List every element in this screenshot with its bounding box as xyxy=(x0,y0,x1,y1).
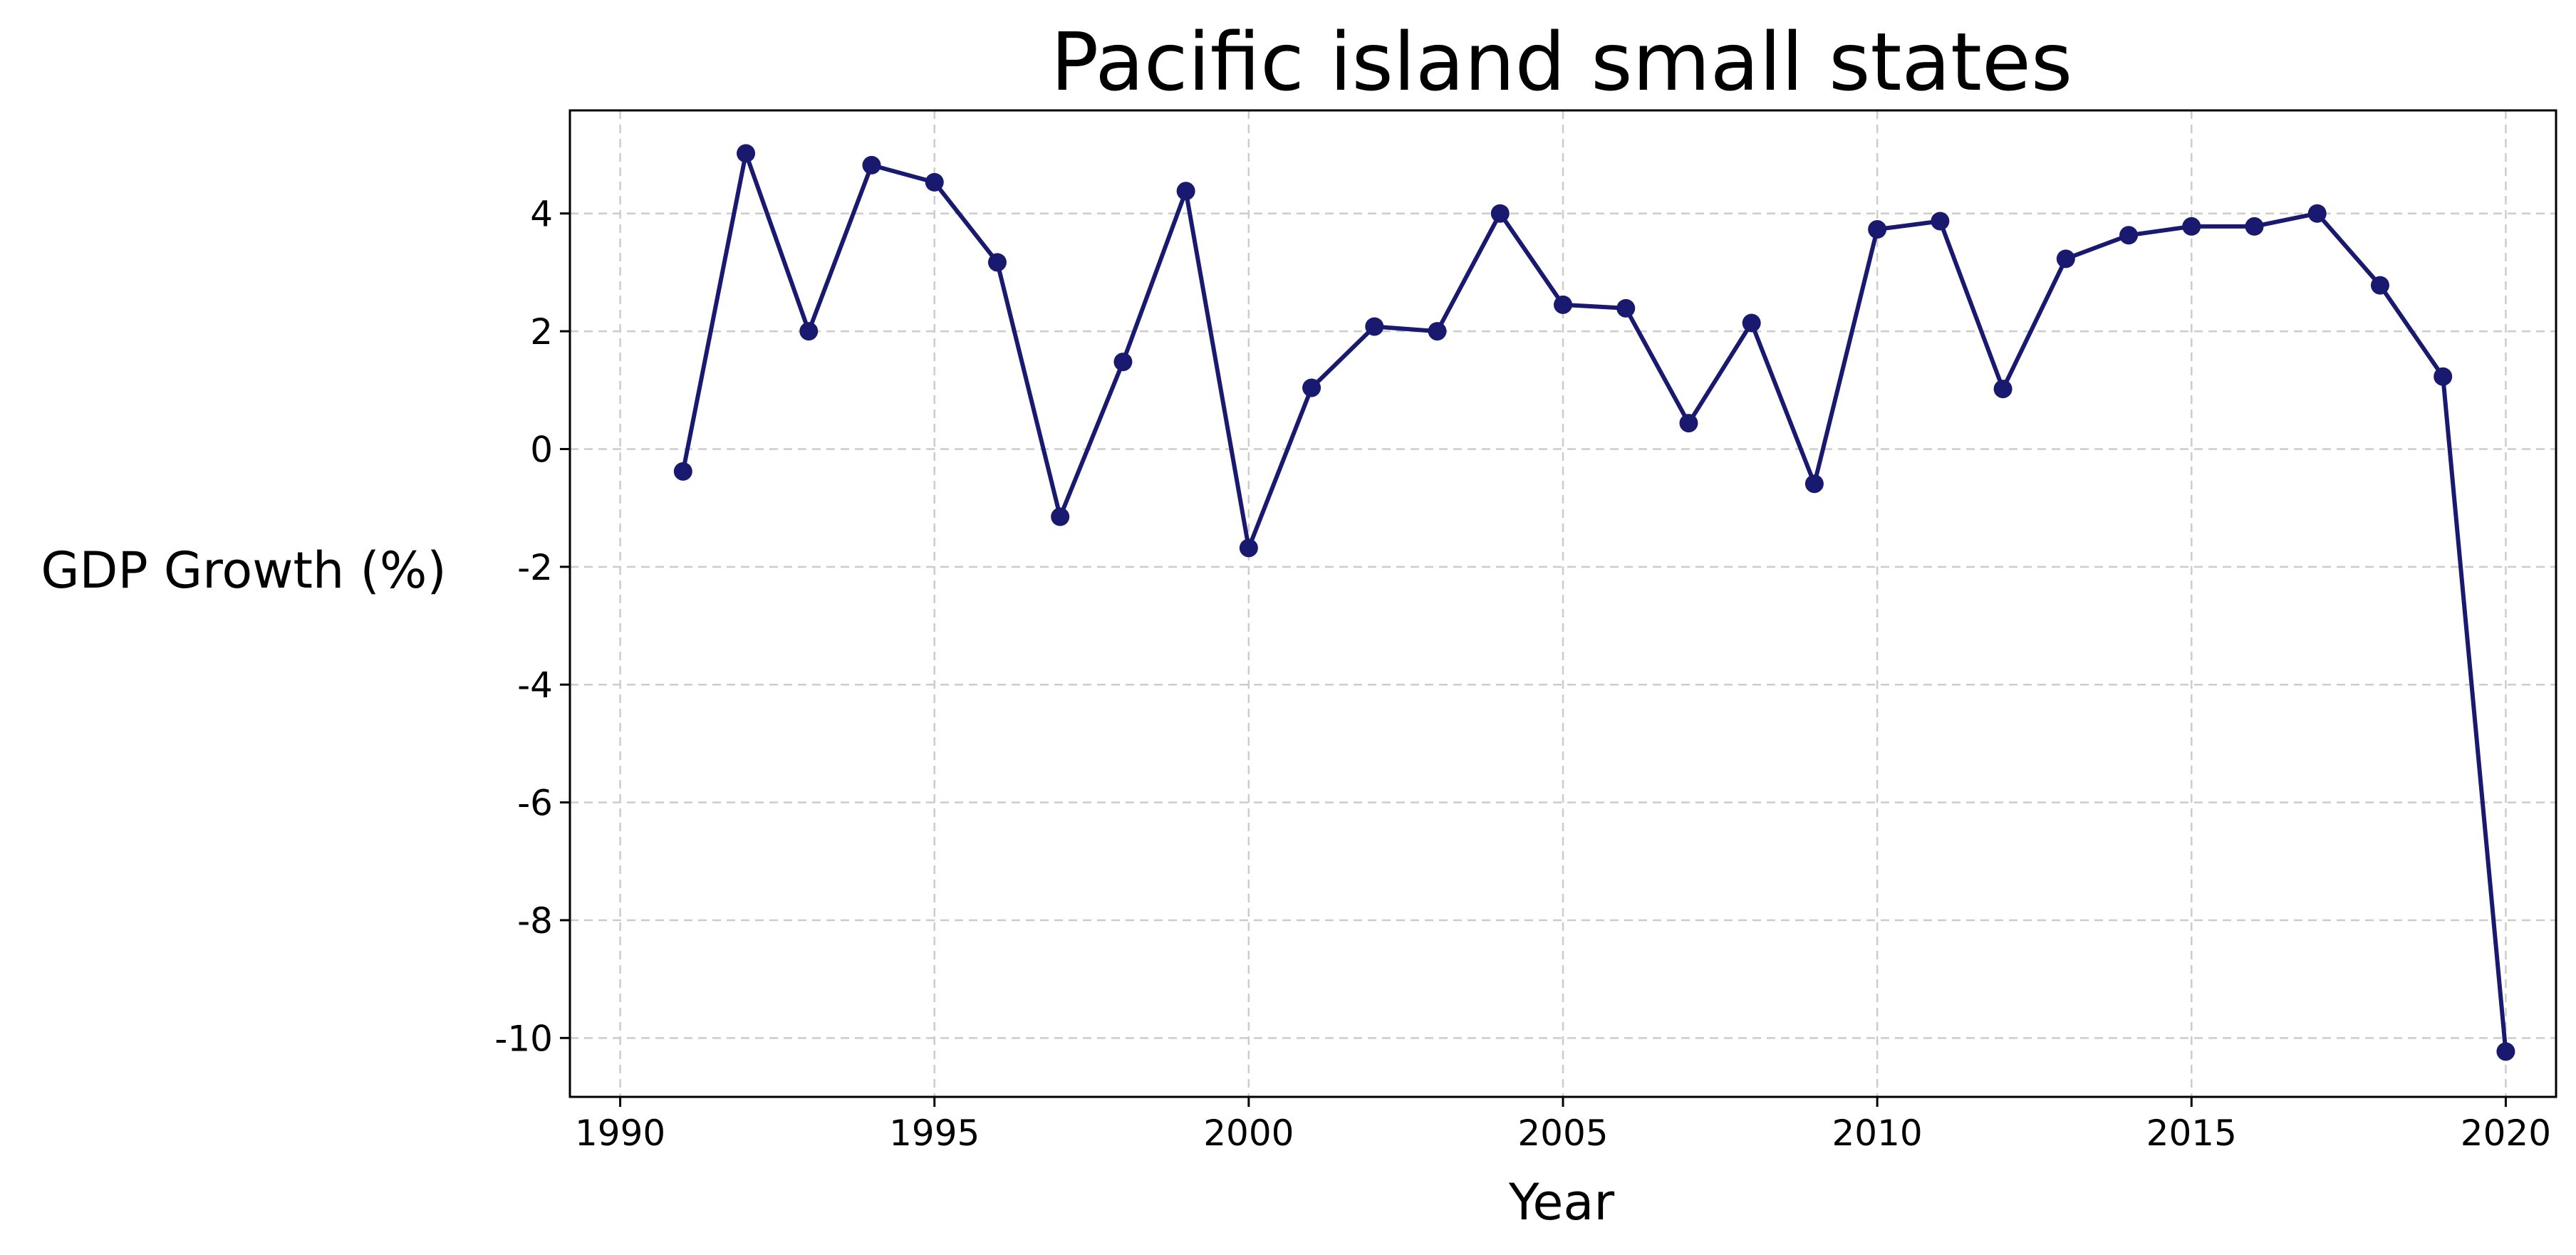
data-point xyxy=(1490,204,1510,223)
y-tick-label: -8 xyxy=(517,900,553,942)
y-tick-label: 0 xyxy=(530,429,553,470)
data-point xyxy=(673,462,692,481)
x-tick-label: 2005 xyxy=(1517,1113,1608,1154)
y-tick-label: -2 xyxy=(517,547,553,588)
x-tick-label: 1990 xyxy=(575,1113,665,1154)
data-point xyxy=(1804,474,1824,494)
chart-title: Pacific island small states xyxy=(1051,16,2072,109)
data-point xyxy=(2056,249,2075,269)
data-point xyxy=(737,144,756,163)
data-point xyxy=(1365,317,1384,336)
data-point xyxy=(1554,295,1572,314)
series-line xyxy=(680,151,2508,1052)
y-axis-label: GDP Growth (%) xyxy=(41,541,446,600)
data-point xyxy=(2245,217,2264,236)
gridlines xyxy=(570,110,2556,1097)
data-point xyxy=(1113,353,1133,372)
x-tick-label: 2015 xyxy=(2146,1113,2237,1154)
y-tick-label: -4 xyxy=(517,665,553,706)
x-tick-label: 2020 xyxy=(2461,1113,2551,1154)
data-point xyxy=(925,172,944,192)
data-point xyxy=(1176,182,1195,201)
data-point xyxy=(1868,220,1887,239)
series xyxy=(673,144,2515,1061)
data-point xyxy=(2182,217,2201,236)
data-point xyxy=(987,253,1007,272)
axis-ticks: 1990 1995 2000 2005 2010 2015 2020 4 2 0 -2 -4 -6 -8 -… xyxy=(494,194,2551,1154)
data-point xyxy=(2434,367,2453,386)
y-tick-label: 2 xyxy=(530,311,553,353)
data-point xyxy=(2496,1042,2515,1061)
data-point xyxy=(1616,298,1636,318)
data-point xyxy=(1051,507,1070,526)
data-point xyxy=(862,155,881,175)
data-point xyxy=(1302,378,1321,397)
data-point xyxy=(2119,226,2139,245)
data-point xyxy=(799,322,819,341)
data-point xyxy=(1428,322,1447,341)
x-tick-label: 2000 xyxy=(1203,1113,1294,1154)
y-tick-label: -10 xyxy=(494,1018,553,1059)
data-point xyxy=(2370,276,2389,295)
data-point xyxy=(2307,204,2327,223)
data-point xyxy=(1931,212,1950,231)
data-point xyxy=(1742,313,1761,333)
y-tick-label: 4 xyxy=(530,194,553,235)
x-axis-label: Year xyxy=(1508,1173,1614,1231)
data-point xyxy=(1239,538,1258,558)
data-point xyxy=(1993,380,2012,399)
data-point xyxy=(1679,414,1698,433)
x-tick-label: 1995 xyxy=(889,1113,980,1154)
y-tick-label: -6 xyxy=(517,783,553,824)
x-tick-label: 2010 xyxy=(1832,1113,1923,1154)
